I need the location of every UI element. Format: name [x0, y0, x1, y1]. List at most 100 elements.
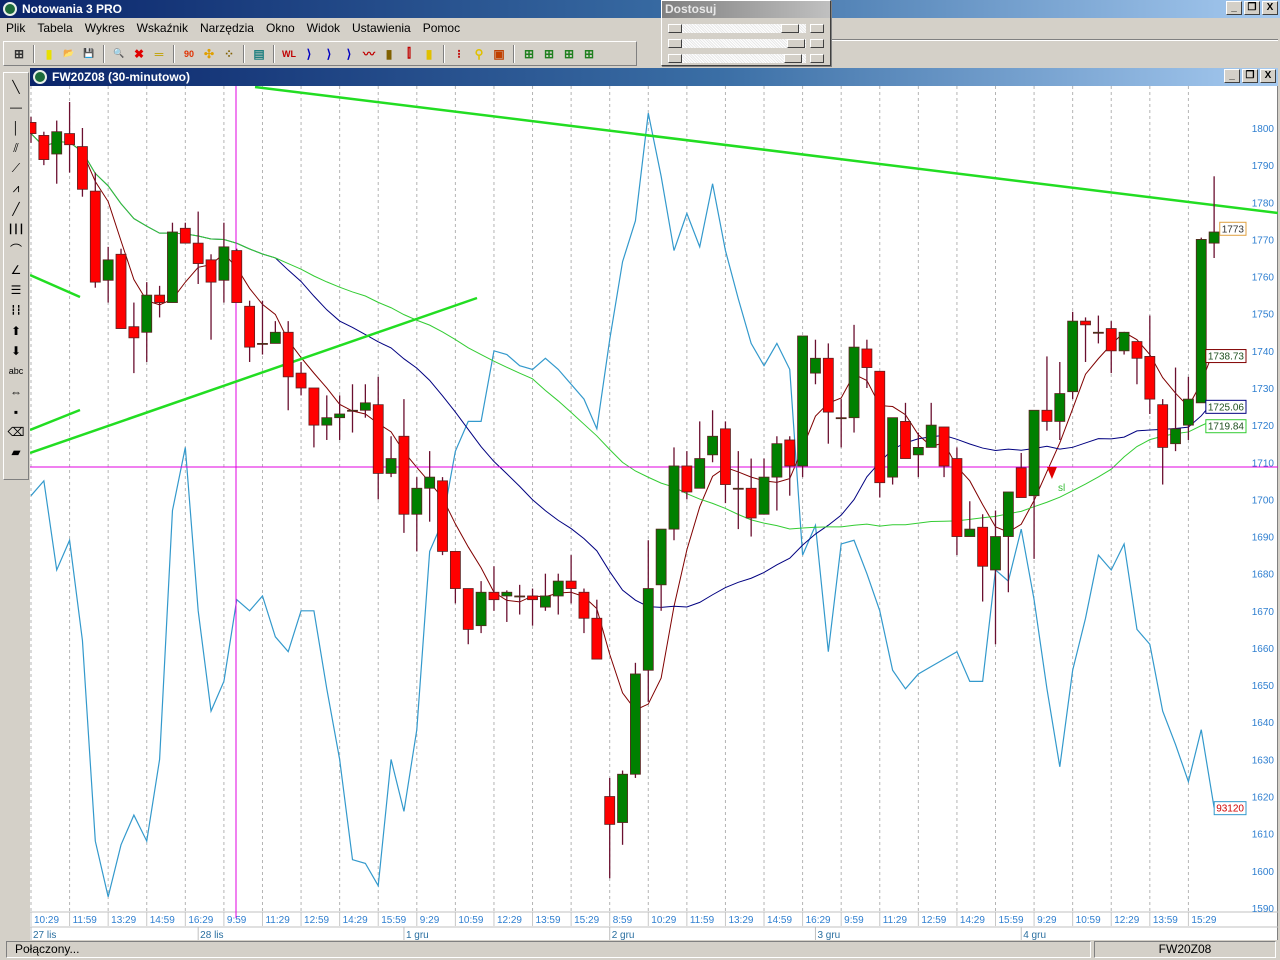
- table-view-icon[interactable]: ▤: [253, 46, 265, 61]
- fibonacci-retracement-icon[interactable]: ☰: [10, 283, 22, 298]
- menu-plik[interactable]: Plik: [6, 21, 26, 35]
- candle-down: [77, 146, 88, 190]
- wl-indicator-icon[interactable]: WL: [282, 48, 296, 59]
- slider-increase-button[interactable]: [810, 54, 824, 63]
- candlestick-chart-svg[interactable]: 10:29 11:59 13:29 14:59 16:29 9:59 11:29 12:59 1…: [25, 85, 1279, 941]
- diagonal-line-icon[interactable]: ╲: [12, 80, 20, 95]
- text-tool-icon[interactable]: abc: [8, 366, 24, 377]
- candle-down: [115, 253, 127, 329]
- candle-up: [990, 536, 1001, 571]
- slider-decrease-button[interactable]: [668, 39, 682, 48]
- chart-window-icon: [33, 70, 47, 84]
- chart-window-title: FW20Z08 (30-minutowo): [52, 70, 191, 84]
- fibonacci-time-icon[interactable]: ┇┇: [10, 304, 22, 315]
- adjust-panel-title[interactable]: Dostosuj: [662, 1, 830, 18]
- select-point-icon[interactable]: ▪: [13, 404, 19, 419]
- gann-lines-icon[interactable]: ⩘: [12, 181, 20, 196]
- slider-track[interactable]: [682, 24, 806, 33]
- slider-thumb[interactable]: [783, 54, 802, 63]
- time-label: 15:29: [574, 915, 599, 926]
- trend-line-icon[interactable]: ╱: [12, 201, 20, 216]
- slider-increase-button[interactable]: [810, 39, 824, 48]
- toolbar-separator: [173, 44, 175, 63]
- arrow-down-icon[interactable]: ⬇: [10, 344, 22, 358]
- active-instrument: FW20Z08: [1094, 941, 1276, 958]
- time-label: 16:29: [806, 915, 831, 926]
- move-horizontal-icon[interactable]: ⇔: [10, 384, 22, 399]
- add-alert-icon[interactable]: ⚲: [474, 46, 484, 61]
- slider-decrease-button[interactable]: [668, 24, 682, 33]
- ruler-icon[interactable]: ═: [154, 46, 164, 61]
- line-chart-icon[interactable]: 〰: [362, 47, 375, 61]
- fractal-mid-icon[interactable]: ⟩: [326, 46, 332, 61]
- chart-restore-button[interactable]: ❐: [1242, 69, 1258, 83]
- close-button[interactable]: X: [1262, 1, 1278, 15]
- minimize-button[interactable]: _: [1226, 1, 1242, 15]
- candle-up: [424, 476, 436, 489]
- adjust-slider-1[interactable]: [668, 21, 830, 36]
- time-label: 13:29: [111, 915, 136, 926]
- slider-track[interactable]: [682, 54, 806, 63]
- slider-thumb[interactable]: [780, 24, 799, 33]
- chart-minimize-button[interactable]: _: [1224, 69, 1240, 83]
- candle-down: [1041, 409, 1053, 422]
- price-tick-label: 1800: [1252, 124, 1275, 135]
- adjust-slider-2[interactable]: [668, 36, 830, 51]
- menu-ustawienia[interactable]: Ustawienia: [352, 21, 411, 35]
- numbers-icon[interactable]: 90: [183, 48, 194, 59]
- layout-grid-icon[interactable]: ⊞: [13, 46, 25, 61]
- menu-tabela[interactable]: Tabela: [37, 21, 73, 35]
- candle-up: [514, 595, 526, 598]
- menu-pomoc[interactable]: Pomoc: [422, 21, 461, 35]
- chart-close-button[interactable]: X: [1260, 69, 1276, 83]
- vertical-line-icon[interactable]: │: [12, 120, 20, 135]
- restore-button[interactable]: ❐: [1244, 1, 1260, 15]
- new-file-icon[interactable]: ▮: [45, 46, 53, 61]
- horizontal-line-icon[interactable]: —: [10, 100, 22, 115]
- menu-narzędzia[interactable]: Narzędzia: [199, 21, 254, 35]
- bar-chart-icon[interactable]: ▮: [385, 46, 393, 61]
- layout-4-icon[interactable]: ⊞: [583, 46, 595, 61]
- crosshair-icon[interactable]: ✣: [203, 46, 215, 61]
- candle-up: [1028, 409, 1040, 497]
- arrow-up-icon[interactable]: ⬆: [10, 323, 22, 338]
- slider-thumb[interactable]: [786, 39, 805, 48]
- price-tick-label: 1740: [1252, 347, 1275, 358]
- fibonacci-fan-icon[interactable]: ∠: [10, 262, 22, 277]
- traffic-light-icon[interactable]: ⁝: [457, 46, 461, 61]
- zoom-cancel-icon[interactable]: ✖: [133, 46, 145, 61]
- menu-widok[interactable]: Widok: [306, 21, 341, 35]
- slider-decrease-button[interactable]: [668, 54, 682, 63]
- layout-1-icon[interactable]: ⊞: [523, 46, 535, 61]
- eraser-all-icon[interactable]: ▰: [11, 445, 21, 460]
- eraser-icon[interactable]: ⌫: [7, 425, 25, 440]
- menu-wykres[interactable]: Wykres: [84, 21, 125, 35]
- fan-lines-icon[interactable]: ⟋: [11, 160, 21, 175]
- price-chart[interactable]: 10:29 11:59 13:29 14:59 16:29 9:59 11:29 12:59 1…: [25, 85, 1279, 941]
- parallel-lines-icon[interactable]: ⫽: [13, 140, 19, 155]
- candle-up: [771, 443, 783, 478]
- slider-increase-button[interactable]: [810, 24, 824, 33]
- adjust-slider-3[interactable]: [668, 51, 830, 66]
- save-disk-icon[interactable]: 💾: [83, 48, 95, 58]
- fractal-down-icon[interactable]: ⟩: [346, 46, 352, 61]
- candle-up: [758, 476, 770, 515]
- candle-down: [25, 122, 37, 134]
- menu-okno[interactable]: Okno: [265, 21, 295, 35]
- ohlc-chart-icon[interactable]: ⫿: [407, 46, 411, 60]
- layout-2-icon[interactable]: ⊞: [543, 46, 555, 61]
- add-window-icon[interactable]: ▣: [493, 46, 505, 61]
- trend-line: [29, 296, 478, 455]
- fibonacci-arcs-icon[interactable]: ⌒: [9, 243, 22, 258]
- candle-chart-icon[interactable]: ▮: [425, 46, 433, 61]
- zoom-magnifier-icon[interactable]: 🔍: [113, 48, 125, 58]
- fractal-up-icon[interactable]: ⟩: [306, 46, 312, 61]
- layout-3-icon[interactable]: ⊞: [563, 46, 575, 61]
- cycle-lines-icon[interactable]: ┃┃┃: [7, 223, 25, 234]
- open-folder-icon[interactable]: 📂: [63, 48, 75, 58]
- dots-grid-icon[interactable]: ⁘: [223, 46, 235, 61]
- price-tick-label: 1620: [1252, 793, 1275, 804]
- slider-track[interactable]: [682, 39, 806, 48]
- time-label: 14:59: [150, 915, 175, 926]
- menu-wskaźnik[interactable]: Wskaźnik: [136, 21, 188, 35]
